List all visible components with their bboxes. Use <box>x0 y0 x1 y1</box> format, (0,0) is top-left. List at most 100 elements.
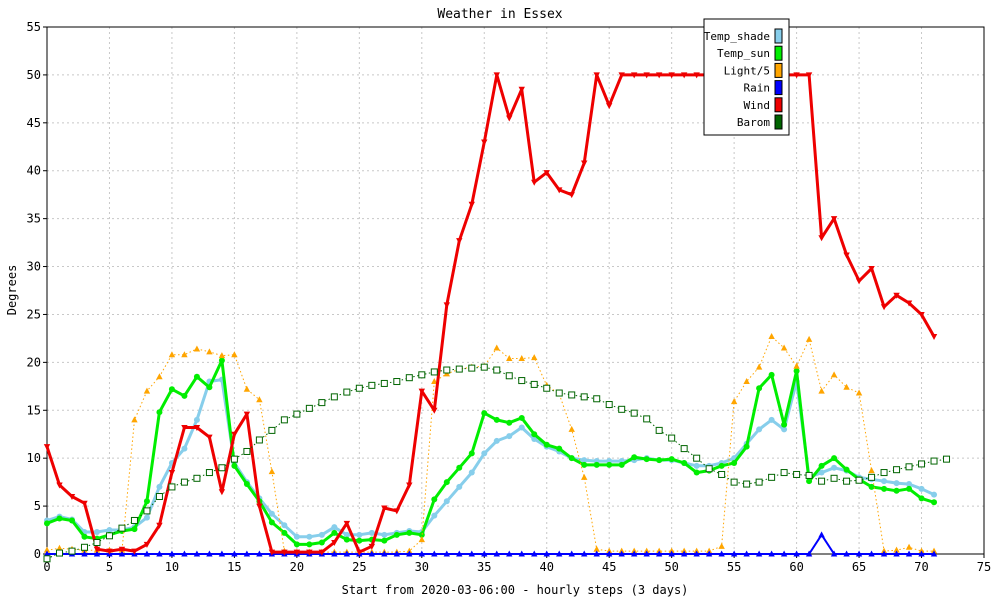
barom-point <box>880 469 888 477</box>
temp-sun-point <box>431 496 438 503</box>
chart-title: Weather in Essex <box>437 7 562 22</box>
wind-point <box>381 505 388 512</box>
light-5-point <box>768 332 775 339</box>
temp-sun-point <box>643 456 650 463</box>
rain-point <box>518 550 525 557</box>
y-axis-title: Degrees <box>5 265 19 316</box>
temp-sun-point <box>44 520 50 527</box>
temp-sun-point <box>518 414 525 421</box>
temp-sun-point <box>918 495 925 502</box>
barom-point <box>193 474 201 482</box>
light-5-point <box>518 355 525 362</box>
wind-point <box>456 238 463 245</box>
barom-point <box>855 476 863 484</box>
wind-point <box>543 170 550 177</box>
y-axis: 0 5 10 15 20 25 30 35 40 45 50 55 <box>27 20 47 561</box>
y-tick-label: 55 <box>27 20 41 34</box>
wind-point <box>506 115 513 122</box>
barom-point <box>468 364 476 372</box>
wind-point <box>281 549 288 556</box>
rain-point <box>830 550 838 557</box>
barom-point <box>280 416 288 424</box>
temp-shade-point <box>181 445 188 452</box>
temp-sun-point <box>331 529 338 536</box>
barom-point <box>580 393 588 401</box>
rain-point <box>243 550 251 557</box>
temp-sun-point <box>568 455 575 462</box>
barom-point <box>743 480 751 488</box>
barom-point <box>430 368 438 376</box>
wind-point <box>818 235 825 242</box>
wind-point <box>256 503 263 510</box>
wind-point <box>805 72 813 79</box>
y-tick-label: 35 <box>27 212 41 226</box>
barom-point <box>518 377 526 385</box>
barom-point <box>155 493 163 501</box>
wind-point <box>81 500 88 507</box>
light-5-point <box>830 371 838 378</box>
barom-point <box>830 474 838 482</box>
legend-swatch <box>774 62 783 78</box>
temp-shade-point <box>831 464 838 471</box>
rain-point <box>156 550 163 557</box>
legend-item-temp-shade: Temp_shade <box>704 28 783 44</box>
temp-sun-point <box>818 462 825 469</box>
y-tick-label: 25 <box>27 307 41 321</box>
wind-point <box>668 72 675 79</box>
temp-shade-point <box>93 528 100 535</box>
barom-point <box>655 426 663 434</box>
barom-point <box>243 447 251 455</box>
temp-shade-point <box>893 480 900 487</box>
rain-point <box>368 550 376 557</box>
x-axis: 0 5 10 15 20 25 30 35 40 45 50 55 60 65 70 75 <box>43 554 991 574</box>
temp-shade-point <box>281 522 288 529</box>
wind-point <box>118 546 126 553</box>
light-5-point <box>843 383 850 390</box>
rain-point <box>431 550 438 557</box>
temp-sun-point <box>606 461 613 468</box>
wind-point <box>843 252 850 259</box>
barom-point <box>268 426 276 434</box>
barom-point <box>480 363 488 371</box>
barom-point <box>730 478 738 486</box>
barom-point <box>805 471 813 479</box>
x-tick-label: 70 <box>914 560 928 574</box>
barom-point <box>568 391 576 399</box>
grid-lines <box>47 27 984 554</box>
legend-label: Light/5 <box>724 64 770 77</box>
rain-point <box>655 550 663 557</box>
temp-sun-point <box>381 537 388 544</box>
light-5-point <box>431 378 438 385</box>
temp-sun-line <box>46 358 935 546</box>
temp-sun-point <box>731 459 738 466</box>
rain-point <box>93 550 101 557</box>
barom-point <box>343 388 351 396</box>
temp-sun-point <box>793 367 800 374</box>
barom-point <box>418 371 426 379</box>
light-5-point <box>231 351 238 358</box>
rain-point <box>905 550 913 557</box>
rain-point <box>768 550 775 557</box>
temp-sun-point <box>481 410 488 417</box>
x-axis-title: Start from 2020-03-06:00 - hourly steps … <box>342 583 689 597</box>
barom-point <box>893 466 901 474</box>
temp-shade-point <box>756 426 763 433</box>
barom-point <box>355 384 363 392</box>
barom-point <box>318 399 326 407</box>
temp-shade-point <box>906 481 913 488</box>
temp-shade-point <box>818 469 825 476</box>
rain-point <box>193 550 201 557</box>
temp-sun-point <box>681 459 688 466</box>
x-tick-label: 35 <box>477 560 491 574</box>
barom-point <box>455 365 463 373</box>
temp-shade-point <box>318 531 325 538</box>
temp-sun-point <box>618 461 625 468</box>
wind-point <box>930 333 938 340</box>
y-tick-label: 20 <box>27 355 41 369</box>
temp-sun-point <box>218 357 225 364</box>
temp-sun-point <box>743 443 750 450</box>
temp-sun-point <box>881 485 888 492</box>
temp-sun-point <box>668 456 675 463</box>
barom-point <box>843 477 851 485</box>
rain-point <box>181 550 188 557</box>
